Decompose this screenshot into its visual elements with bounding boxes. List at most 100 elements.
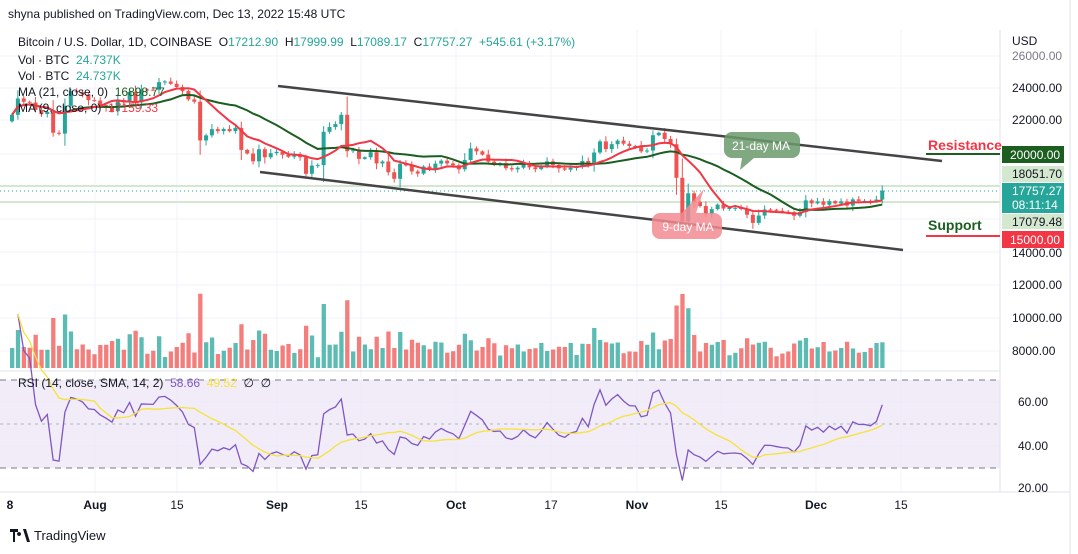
volume-bar <box>662 340 667 368</box>
volume-bar <box>427 349 432 368</box>
volume-bar <box>792 343 797 368</box>
volume-bar <box>304 325 309 368</box>
volume-bar <box>386 331 391 368</box>
volume-bar <box>286 344 291 368</box>
volume-bar <box>204 342 209 368</box>
candle <box>351 150 356 152</box>
candle <box>692 193 697 202</box>
volume-bar <box>315 357 321 368</box>
volume-bar <box>615 342 620 368</box>
candle <box>327 127 332 132</box>
candle <box>421 166 426 174</box>
rsi-sma-line <box>17 313 883 459</box>
candle <box>68 91 73 106</box>
volume-bar <box>474 350 479 368</box>
volume-bar <box>239 324 244 368</box>
ma9-callout: 9-day MA <box>652 189 722 239</box>
volume-bar <box>797 340 803 368</box>
volume-bar <box>856 352 862 368</box>
candle <box>750 214 755 223</box>
volume-bar <box>198 293 203 368</box>
ma21-line <box>11 93 883 212</box>
volume-bar <box>703 343 709 368</box>
candle <box>309 165 314 174</box>
volume-bar <box>262 333 268 368</box>
candle <box>333 124 338 128</box>
candle <box>809 200 814 204</box>
candle <box>774 209 779 211</box>
volume-bar <box>57 345 62 368</box>
volume-bar <box>844 341 850 368</box>
volume-bar <box>750 344 756 368</box>
candle <box>650 135 655 151</box>
volume-bar <box>780 353 785 368</box>
volume-bar <box>356 336 362 368</box>
candle <box>92 100 97 102</box>
volume-bar <box>409 339 415 368</box>
candle <box>45 111 50 114</box>
candle <box>286 154 291 157</box>
volume-bar <box>827 351 832 368</box>
volume-bar <box>10 348 15 368</box>
volume-bar <box>527 349 532 368</box>
volume-bar <box>850 348 856 368</box>
volume-bar <box>345 300 350 368</box>
volume-bar <box>451 351 456 368</box>
candle <box>539 165 544 170</box>
volume-bar <box>686 308 691 368</box>
volume-bar <box>521 351 526 368</box>
candle <box>733 207 738 209</box>
volume-bar <box>92 354 97 368</box>
volume-bar <box>251 340 256 368</box>
volume-bars <box>10 293 885 368</box>
high-line-value: 18051.70 <box>1012 167 1062 181</box>
candle <box>603 141 608 150</box>
candle <box>262 149 267 158</box>
volume-bar <box>245 349 250 368</box>
rsi-tick: 40.00 <box>1018 439 1048 453</box>
candle <box>127 91 132 103</box>
ma21-legend: MA (21, close, 0) 16898.77 <box>18 85 165 99</box>
time-tick: 15 <box>170 498 184 512</box>
volume-bar <box>174 347 179 368</box>
volume-bar <box>509 348 515 368</box>
candle <box>392 172 397 179</box>
candle <box>486 154 491 162</box>
volume-bar <box>374 336 379 368</box>
volume-bar <box>650 332 656 368</box>
candle <box>521 164 526 168</box>
time-tick: Oct <box>446 498 466 512</box>
volume-bar <box>456 344 462 368</box>
candle <box>27 101 32 103</box>
volume-bar <box>733 352 738 368</box>
candle <box>315 165 320 167</box>
volume-bar <box>21 347 27 368</box>
countdown: 08:11:14 <box>1012 198 1058 212</box>
candle <box>51 111 56 133</box>
volume-bar <box>186 333 191 368</box>
volume-legend-1: Vol · BTC 24.737K <box>18 53 121 67</box>
symbol-title[interactable]: Bitcoin / U.S. Dollar, 1D, COINBASE <box>18 35 213 49</box>
volume-bar <box>598 340 603 368</box>
volume-bar <box>86 349 91 368</box>
candle <box>221 128 226 132</box>
candle <box>398 163 403 179</box>
time-tick: Nov <box>626 498 649 512</box>
candle <box>451 163 455 166</box>
candle <box>656 132 661 136</box>
candle <box>568 167 573 170</box>
candle <box>227 128 232 132</box>
footer-brand[interactable]: TradingView <box>10 528 106 543</box>
candle <box>374 152 379 164</box>
candle <box>592 152 597 165</box>
volume-bar <box>68 331 74 368</box>
volume-bar <box>839 348 844 368</box>
volume-bar <box>697 351 703 368</box>
candle <box>468 148 473 161</box>
volume-bar <box>692 335 697 368</box>
time-tick: Aug <box>83 498 106 512</box>
volume-bar <box>868 348 873 368</box>
candle <box>98 100 103 106</box>
candle <box>427 166 432 170</box>
